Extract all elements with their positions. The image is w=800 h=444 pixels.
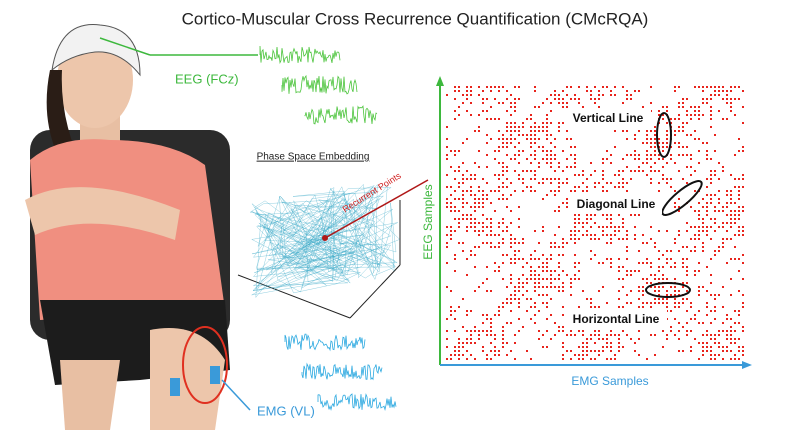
trajectory	[249, 183, 401, 299]
signal	[259, 45, 341, 65]
hair	[46, 70, 75, 160]
eeg-connector	[99, 37, 151, 56]
phase-space-plot	[237, 183, 401, 319]
signal	[301, 362, 383, 381]
vertical-marker	[656, 112, 672, 158]
arrowhead	[742, 361, 752, 369]
eeg-cap	[51, 24, 141, 77]
recurrence-points	[446, 86, 744, 360]
arms	[25, 187, 180, 240]
recurrent-point	[322, 235, 328, 241]
title: Cortico-Muscular Cross Recurrence Quanti…	[182, 9, 649, 28]
label-bg	[565, 108, 651, 128]
signal	[317, 393, 397, 412]
electrode	[170, 378, 180, 396]
recurrence-plot	[446, 86, 744, 360]
electrode	[210, 366, 220, 384]
signal	[284, 333, 366, 352]
shirt	[30, 139, 225, 320]
emg-label: EMG (VL)	[257, 403, 315, 418]
x-axis-label: EMG Samples	[571, 374, 648, 388]
emg-connector	[221, 379, 251, 411]
signal	[281, 74, 358, 95]
signal	[304, 105, 378, 125]
arrowhead	[436, 76, 444, 86]
eeg-label: EEG (FCz)	[175, 71, 239, 86]
annotation: Vertical Line	[573, 111, 644, 125]
annotation: Diagonal Line	[577, 197, 656, 211]
emg-site	[182, 326, 228, 404]
y-axis-label: EEG Samples	[421, 184, 435, 259]
annotation: Horizontal Line	[573, 312, 660, 326]
recurrent-pointer	[324, 179, 429, 239]
axis	[349, 264, 401, 319]
leg	[150, 328, 225, 430]
person	[25, 24, 230, 430]
horizontal-marker	[645, 282, 691, 298]
phase-space-title: Phase Space Embedding	[257, 152, 370, 163]
diagonal-marker	[661, 180, 703, 216]
label-bg	[570, 194, 662, 214]
label-bg	[565, 309, 667, 329]
leg	[60, 360, 120, 430]
